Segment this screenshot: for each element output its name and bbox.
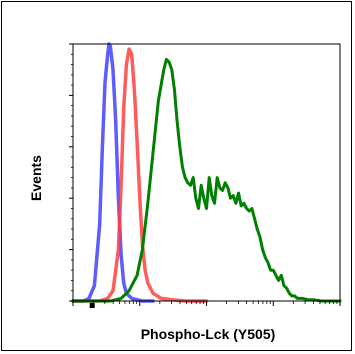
origin-marker [89, 303, 95, 308]
y-axis-label: Events [28, 155, 44, 201]
series-line-2 [71, 47, 209, 303]
figure-frame [1, 1, 352, 351]
plot-area [69, 42, 342, 308]
series-line-3 [71, 57, 342, 303]
x-axis-label: Phospho-Lck (Y505) [141, 326, 276, 342]
